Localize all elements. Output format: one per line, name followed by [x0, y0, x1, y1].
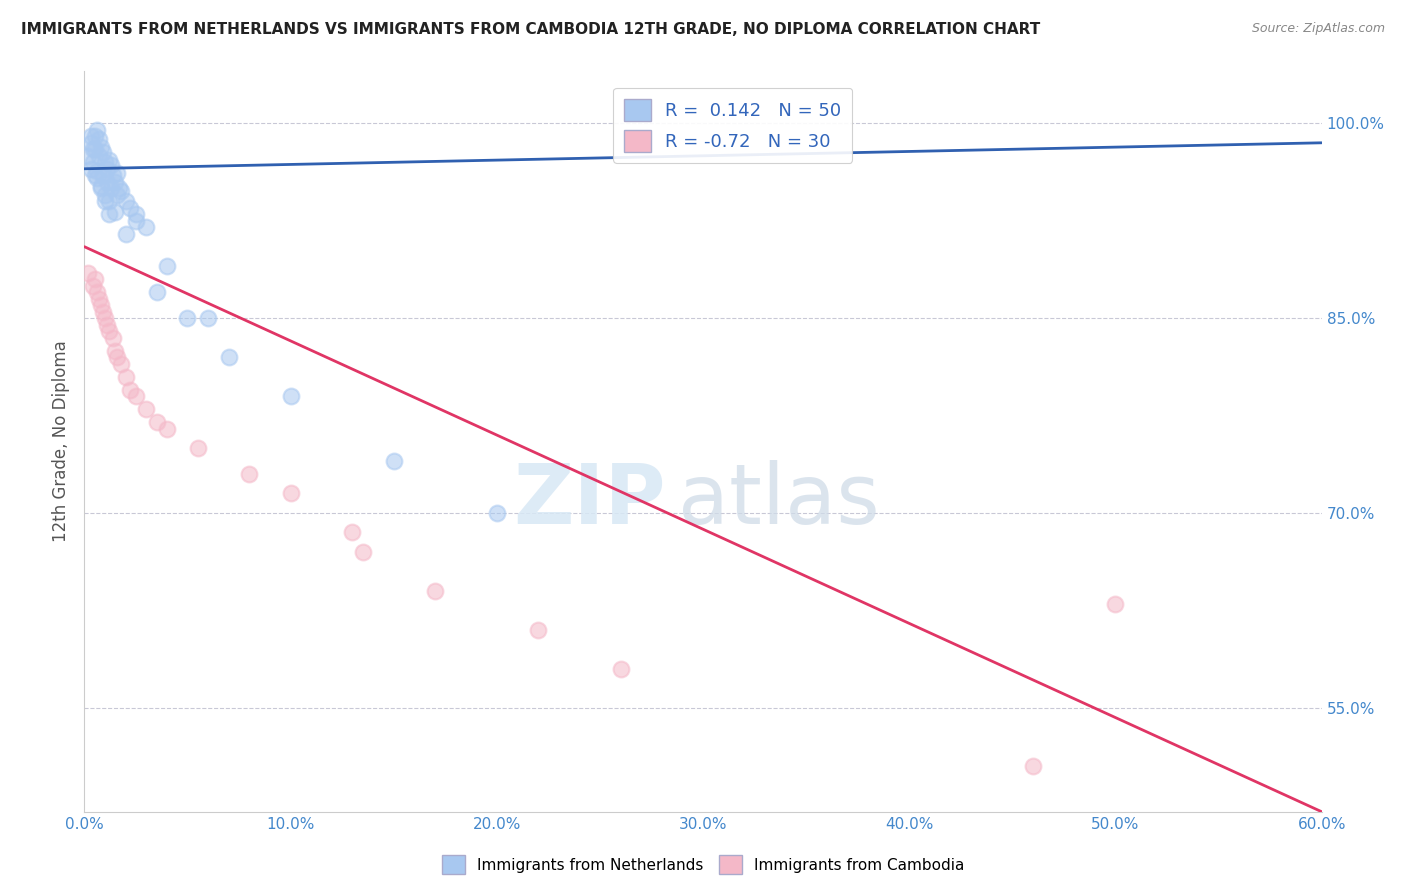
Point [114, 369, 136, 384]
Point [108, 181, 131, 195]
Text: ZIP: ZIP [513, 460, 666, 541]
Point [86, 170, 108, 185]
Point [156, 259, 179, 273]
Point [176, 311, 198, 326]
Point [1022, 759, 1045, 773]
Text: Source: ZipAtlas.com: Source: ZipAtlas.com [1251, 22, 1385, 36]
Point [91, 304, 114, 318]
Point [118, 201, 141, 215]
Point [98, 324, 121, 338]
Point [91, 168, 114, 182]
Point [90, 181, 112, 195]
Point [609, 662, 631, 676]
Point [91, 145, 114, 159]
Point [90, 139, 112, 153]
Point [82, 155, 104, 169]
Point [110, 357, 132, 371]
Point [105, 166, 128, 180]
Point [87, 292, 110, 306]
Point [100, 158, 122, 172]
Point [114, 227, 136, 241]
Point [94, 311, 117, 326]
Point [79, 129, 101, 144]
Point [423, 583, 446, 598]
Point [135, 402, 157, 417]
Point [94, 155, 117, 169]
Text: atlas: atlas [678, 460, 880, 541]
Point [103, 168, 125, 182]
Point [352, 545, 374, 559]
Point [485, 506, 508, 520]
Point [98, 207, 121, 221]
Point [83, 129, 105, 144]
Point [145, 285, 167, 300]
Point [145, 415, 167, 429]
Legend: Immigrants from Netherlands, Immigrants from Cambodia: Immigrants from Netherlands, Immigrants … [436, 849, 970, 880]
Point [83, 168, 105, 182]
Point [238, 467, 260, 481]
Point [187, 441, 209, 455]
Point [86, 285, 108, 300]
Legend: R =  0.142   N = 50, R = -0.72   N = 30: R = 0.142 N = 50, R = -0.72 N = 30 [613, 87, 852, 162]
Point [125, 213, 148, 227]
Point [86, 164, 108, 178]
Point [83, 142, 105, 156]
Point [96, 175, 118, 189]
Point [82, 142, 104, 156]
Point [218, 350, 240, 364]
Point [105, 350, 128, 364]
Point [94, 194, 117, 209]
Point [82, 278, 104, 293]
Text: IMMIGRANTS FROM NETHERLANDS VS IMMIGRANTS FROM CAMBODIA 12TH GRADE, NO DIPLOMA C: IMMIGRANTS FROM NETHERLANDS VS IMMIGRANT… [21, 22, 1040, 37]
Point [98, 153, 121, 167]
Point [135, 220, 157, 235]
Point [110, 184, 132, 198]
Point [114, 194, 136, 209]
Point [90, 298, 112, 312]
Point [280, 389, 302, 403]
Point [1104, 597, 1126, 611]
Point [104, 343, 127, 358]
Point [77, 266, 100, 280]
Point [197, 311, 219, 326]
Point [103, 331, 125, 345]
Point [382, 454, 405, 468]
Point [90, 178, 112, 193]
Y-axis label: 12th Grade, No Diploma: 12th Grade, No Diploma [52, 341, 70, 542]
Point [156, 421, 179, 435]
Point [77, 149, 100, 163]
Point [87, 149, 110, 163]
Point [83, 272, 105, 286]
Point [118, 383, 141, 397]
Point [87, 132, 110, 146]
Point [98, 194, 121, 209]
Point [96, 318, 118, 332]
Point [125, 207, 148, 221]
Point [527, 623, 550, 637]
Point [342, 525, 364, 540]
Point [79, 161, 101, 176]
Point [96, 161, 118, 176]
Point [125, 389, 148, 403]
Point [104, 204, 127, 219]
Point [94, 187, 117, 202]
Point [79, 136, 101, 150]
Point [100, 181, 122, 195]
Point [280, 486, 302, 500]
Point [104, 175, 127, 189]
Point [105, 187, 128, 202]
Point [86, 123, 108, 137]
